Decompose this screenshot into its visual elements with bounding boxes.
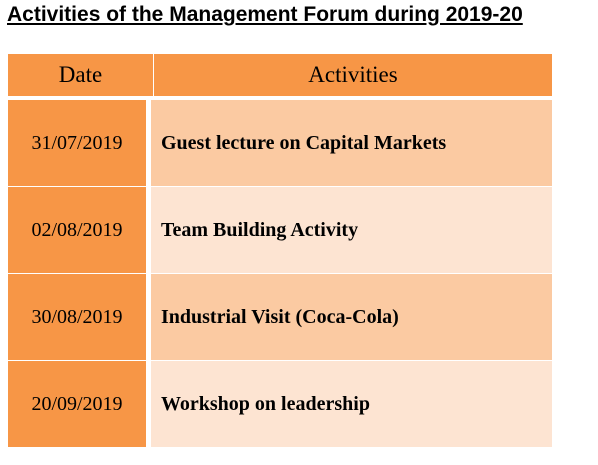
table-row: 31/07/2019 Guest lecture on Capital Mark… (8, 100, 552, 187)
table-row: 30/08/2019 Industrial Visit (Coca-Cola) (8, 274, 552, 361)
date-column-header: Date (8, 54, 154, 100)
date-cell: 20/09/2019 (8, 361, 151, 448)
date-cell: 02/08/2019 (8, 187, 151, 274)
activities-table: Date Activities 31/07/2019 Guest lecture… (8, 54, 552, 448)
table-row: 02/08/2019 Team Building Activity (8, 187, 552, 274)
activities-column-header: Activities (154, 54, 552, 100)
page-title: Activities of the Management Forum durin… (7, 3, 523, 26)
activity-cell: Guest lecture on Capital Markets (151, 100, 552, 187)
date-cell: 31/07/2019 (8, 100, 151, 187)
activity-cell: Industrial Visit (Coca-Cola) (151, 274, 552, 361)
activity-cell: Workshop on leadership (151, 361, 552, 448)
table-row: 20/09/2019 Workshop on leadership (8, 361, 552, 448)
date-cell: 30/08/2019 (8, 274, 151, 361)
activity-cell: Team Building Activity (151, 187, 552, 274)
table-header-row: Date Activities (8, 54, 552, 100)
